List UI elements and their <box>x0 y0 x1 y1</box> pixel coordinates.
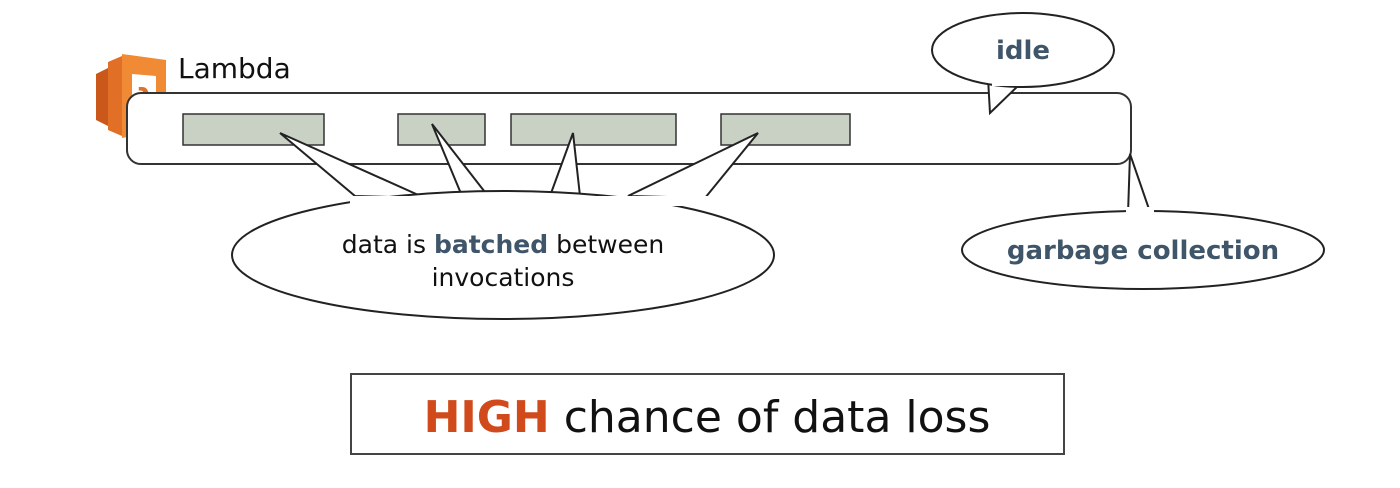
lambda-title: Lambda <box>178 52 291 85</box>
batched-suffix: between <box>548 230 664 259</box>
garbage-label: garbage collection <box>1007 236 1279 266</box>
footer-text: HIGH chance of data loss <box>424 392 991 443</box>
batched-callout-line2: invocations <box>432 263 575 292</box>
batched-prefix: data is <box>342 230 434 259</box>
idle-label: idle <box>996 36 1050 66</box>
idle-callout <box>931 12 1115 88</box>
footer-emphasis: HIGH <box>424 392 550 443</box>
batch-block <box>510 113 677 146</box>
batch-block <box>720 113 851 146</box>
footer-rest: chance of data loss <box>550 392 991 443</box>
batched-callout-line1: data is batched between <box>342 230 664 259</box>
batched-emphasis: batched <box>434 230 548 259</box>
batch-block <box>182 113 325 146</box>
batched-callout <box>231 190 775 320</box>
garbage-callout-pointer <box>1126 153 1152 216</box>
footer-box <box>350 373 1065 455</box>
